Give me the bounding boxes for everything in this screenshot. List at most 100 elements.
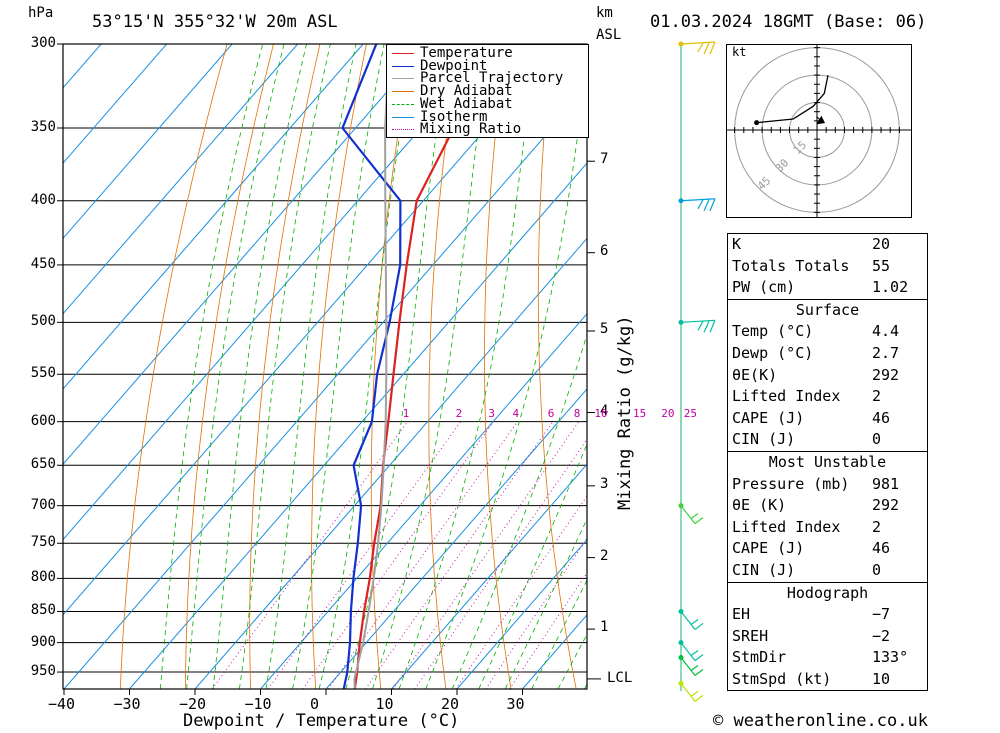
mixing-ratio-label: 10 — [594, 406, 608, 420]
temperature-tick-label: 0 — [310, 695, 320, 713]
table-row-value: 10 — [872, 669, 891, 688]
dry-adiabat — [119, 44, 228, 689]
mixing-ratio-label: 3 — [488, 406, 496, 420]
wet-adiabat — [159, 44, 264, 689]
temperature-tick-label: −20 — [179, 695, 207, 713]
table-row-value: 2 — [872, 387, 882, 406]
x-axis-label: Dewpoint / Temperature (°C) — [183, 711, 460, 731]
temperature-tick-label: 10 — [375, 695, 394, 713]
legend-label: Dry Adiabat — [420, 83, 513, 100]
wet-adiabat — [504, 518, 587, 689]
table-row-label: θE(K) — [732, 365, 778, 384]
pressure-tick-label: 650 — [30, 456, 56, 473]
table-row: θE (K) 292 — [728, 495, 927, 517]
isotherm-line — [129, 162, 587, 689]
legend-item: Isotherm — [387, 108, 587, 125]
mixing-ratio-label: 2 — [455, 406, 463, 420]
mixing-ratio-line — [485, 537, 587, 689]
pressure-tick-label: 400 — [30, 191, 56, 208]
wet-adiabat — [239, 44, 331, 689]
legend-item: Mixing Ratio — [387, 122, 587, 136]
table-row-label: CAPE (J) — [732, 539, 805, 558]
most-unstable-title: Most Unstable — [768, 452, 887, 471]
legend: Temperature Dewpoint Parcel Trajectory Dry … — [386, 44, 589, 138]
legend-item: Parcel Trajectory — [387, 72, 587, 85]
height-tick-label: 1 — [600, 619, 609, 636]
wind-barb — [680, 41, 716, 55]
table-row: CAPE (J) 46 — [728, 538, 927, 560]
legend-label: Wet Adiabat — [420, 95, 513, 112]
asl-label: ASL — [596, 27, 622, 43]
table-row-label: CAPE (J) — [732, 408, 805, 427]
surface-section: Surface Temp (°C) 4.4 Dewp (°C) 2.7 θE(K) 292… — [728, 298, 927, 451]
table-row: CAPE (J) 46 — [728, 408, 927, 430]
dry-adiabat — [924, 44, 1000, 689]
chart-title: 53°15'N 355°32'W 20m ASL — [92, 12, 338, 32]
wind-barb — [680, 657, 704, 677]
pressure-tick-label: 300 — [30, 35, 56, 51]
isotherm-line — [391, 463, 587, 689]
dry-adiabat — [311, 44, 367, 689]
table-row: CIN (J) 0 — [728, 560, 927, 582]
most-unstable-section: Most Unstable Pressure (mb) 981 θE (K) 292 L… — [728, 450, 927, 582]
table-row-label: PW (cm) — [732, 278, 796, 297]
background-lines — [63, 44, 1000, 689]
wind-barb — [680, 198, 716, 211]
table-row: K 20 — [728, 234, 927, 256]
pressure-tick-label: 600 — [30, 412, 56, 429]
height-tick-label: 2 — [600, 547, 609, 564]
table-row: Pressure (mb) 981 — [728, 474, 927, 496]
table-row-label: StmSpd (kt) — [732, 669, 832, 688]
legend-label: Temperature — [420, 45, 513, 61]
dry-adiabat — [537, 44, 577, 689]
table-row-value: −2 — [872, 626, 891, 645]
table-row-label: Temp (°C) — [732, 322, 814, 341]
isotherm-line — [63, 87, 587, 689]
height-tick-label: 7 — [600, 151, 609, 168]
wet-adiabat — [531, 579, 587, 689]
temperature-tick-label: −30 — [113, 695, 141, 713]
table-row: StmDir 133° — [728, 647, 927, 669]
table-row-value: 20 — [872, 235, 891, 253]
height-tick-label: 3 — [600, 475, 609, 492]
legend-label: Isotherm — [420, 108, 488, 125]
mixing-ratio-line — [392, 421, 580, 689]
dewpoint-line — [341, 44, 402, 689]
datetime-label: 01.03.2024 18GMT (Base: 06) — [650, 12, 927, 32]
temperature-line — [353, 44, 541, 689]
legend-swatch — [392, 53, 414, 54]
dry-adiabat — [185, 44, 274, 689]
table-row-value: 133° — [872, 648, 909, 667]
table-row-label: Lifted Index — [732, 517, 841, 536]
legend-item: Wet Adiabat — [387, 95, 587, 112]
temperature-tick-label: −10 — [244, 695, 272, 713]
mixing-ratio-line — [414, 438, 587, 689]
temperature-tick-label: 30 — [506, 695, 525, 713]
legend-swatch — [392, 129, 414, 131]
wet-adiabat — [212, 44, 307, 689]
wind-barb — [680, 319, 716, 333]
isotherm-line — [63, 44, 364, 390]
legend-label: Parcel Trajectory — [420, 70, 564, 87]
height-tick-label: 5 — [600, 320, 609, 337]
table-row-label: Pressure (mb) — [732, 474, 850, 493]
wet-adiabat — [265, 44, 357, 689]
mixing-ratio-line — [327, 421, 518, 689]
isotherm-line — [63, 44, 233, 240]
table-row-value: 981 — [872, 474, 900, 493]
table-row: CIN (J) 0 — [728, 429, 927, 451]
wet-adiabat — [478, 443, 587, 689]
wet-adiabat — [292, 44, 385, 689]
pressure-tick-label: 550 — [30, 365, 56, 382]
table-row: Totals Totals 55 — [728, 256, 927, 278]
surface-title: Surface — [795, 300, 860, 319]
copyright-footer: © weatheronline.co.uk — [713, 711, 928, 731]
table-row: θE(K) 292 — [728, 365, 927, 387]
dry-adiabat — [428, 44, 460, 689]
table-row-value: −7 — [872, 605, 891, 624]
wet-adiabat — [318, 44, 416, 689]
lcl-label: LCL — [607, 669, 633, 686]
table-row-label: Dewp (°C) — [732, 343, 814, 362]
table-row-value: 46 — [872, 539, 891, 558]
